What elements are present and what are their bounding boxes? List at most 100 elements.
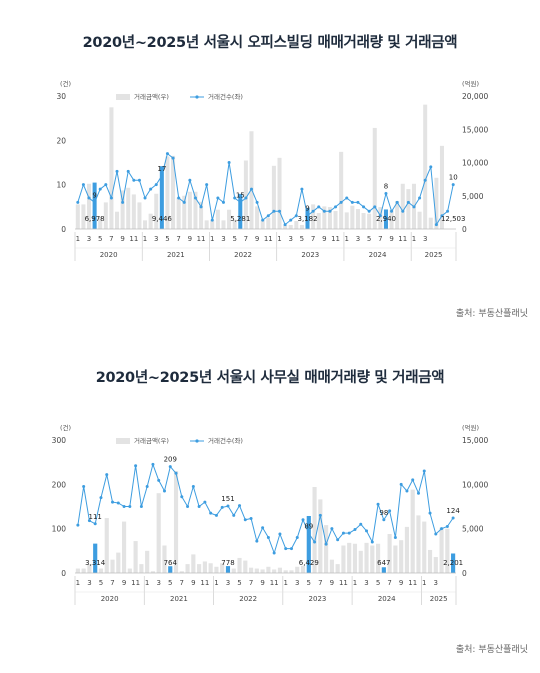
office-count-point [76, 200, 80, 204]
unit-month-tick: 3 [364, 579, 368, 587]
office-bar [143, 220, 148, 229]
office-year-label: 2023 [301, 251, 319, 259]
unit-bar [231, 568, 236, 573]
office-count-point [306, 214, 310, 218]
unit-left-unit: (건) [60, 423, 71, 432]
unit-month-tick: 1 [353, 579, 357, 587]
office-count-label: 15 [236, 191, 245, 199]
office-unit-chart-source: 출처: 부동산플래닛 [455, 645, 528, 655]
unit-count-point [157, 478, 161, 482]
office-count-point [126, 169, 130, 173]
unit-year-label: 2025 [430, 595, 448, 603]
unit-bar [75, 568, 80, 573]
unit-count-point [411, 478, 415, 482]
office-bar [327, 207, 332, 229]
office-right-tick: 10,000 [462, 159, 488, 168]
office-month-tick: 9 [188, 235, 192, 243]
office-count-point [98, 187, 102, 191]
office-chart-title: 2020년~2025년 서울시 오피스빌딩 매매거래량 및 거래금액 [82, 35, 458, 51]
unit-legend-line-marker [195, 439, 199, 443]
office-bar [299, 225, 304, 229]
office-bar [204, 220, 209, 229]
unit-month-tick: 3 [226, 579, 230, 587]
office-count-point [249, 187, 253, 191]
unit-count-point [451, 516, 455, 520]
unit-count-point [232, 513, 236, 517]
office-count-point [345, 196, 349, 200]
office-month-tick: 5 [232, 235, 236, 243]
unit-count-label: 111 [89, 513, 102, 521]
office-count-point [182, 200, 186, 204]
office-month-tick: 9 [255, 235, 259, 243]
office-bar [395, 201, 400, 229]
unit-right-tick: 5,000 [462, 525, 484, 534]
office-bar [75, 204, 80, 229]
office-month-tick: 5 [98, 235, 102, 243]
office-bar [86, 183, 92, 229]
unit-count-point [180, 495, 184, 499]
unit-count-line [77, 462, 454, 555]
unit-bar [145, 550, 150, 573]
unit-count-point [278, 532, 282, 536]
unit-bar [295, 566, 300, 573]
office-count-point [149, 187, 153, 191]
office-bar [182, 195, 187, 229]
unit-month-tick: 3 [434, 579, 438, 587]
unit-bar [335, 564, 340, 573]
office-bar [215, 209, 220, 229]
office-bar [171, 155, 176, 229]
unit-year-label: 2024 [378, 595, 396, 603]
office-bar [249, 131, 254, 229]
office-bar [243, 160, 248, 229]
unit-left-tick: 300 [52, 436, 67, 445]
unit-count-point [440, 527, 444, 531]
unit-count-point [249, 516, 253, 520]
office-bar [98, 217, 103, 229]
unit-month-tick: 11 [408, 579, 417, 587]
unit-month-tick: 5 [376, 579, 380, 587]
office-bar-highlight [159, 166, 164, 229]
unit-count-label: 151 [221, 495, 234, 503]
unit-month-tick: 11 [339, 579, 348, 587]
unit-count-point [243, 518, 247, 522]
unit-count-point [376, 502, 380, 506]
unit-bar [127, 568, 132, 573]
unit-count-point [289, 547, 293, 551]
unit-bar [220, 563, 225, 573]
unit-bar [439, 527, 444, 573]
office-month-tick: 3 [288, 235, 292, 243]
office-count-point [121, 200, 125, 204]
office-chart-source: 출처: 부동산플래닛 [455, 309, 528, 319]
unit-count-point [93, 522, 97, 526]
unit-bar [185, 564, 190, 573]
office-bar [187, 191, 192, 229]
unit-month-tick: 5 [168, 579, 172, 587]
unit-bar [364, 542, 369, 573]
office-bar [361, 213, 366, 229]
unit-count-point [168, 465, 172, 469]
office-count-point [171, 156, 175, 160]
office-bar [439, 145, 445, 229]
office-bar [232, 219, 237, 229]
unit-count-point [99, 496, 103, 500]
unit-count-label: 98 [379, 509, 388, 517]
office-amount-label: 3,182 [297, 215, 317, 223]
unit-bar [104, 518, 109, 573]
office-right-tick: 20,000 [462, 92, 488, 101]
office-month-tick: 7 [176, 235, 180, 243]
unit-bar-highlight [93, 543, 98, 573]
unit-month-tick: 11 [270, 579, 279, 587]
unit-bar [208, 563, 213, 573]
unit-count-point [116, 501, 120, 505]
unit-year-label: 2021 [170, 595, 188, 603]
office-bar-highlight [305, 207, 310, 229]
office-count-point [154, 183, 158, 187]
office-bar [199, 201, 204, 229]
unit-count-point [162, 489, 166, 493]
office-legend-line-marker [195, 95, 199, 99]
office-count-point [446, 209, 450, 213]
office-bar [221, 220, 226, 229]
office-month-tick: 5 [165, 235, 169, 243]
unit-left-tick: 200 [52, 480, 67, 489]
unit-count-point [353, 528, 357, 532]
